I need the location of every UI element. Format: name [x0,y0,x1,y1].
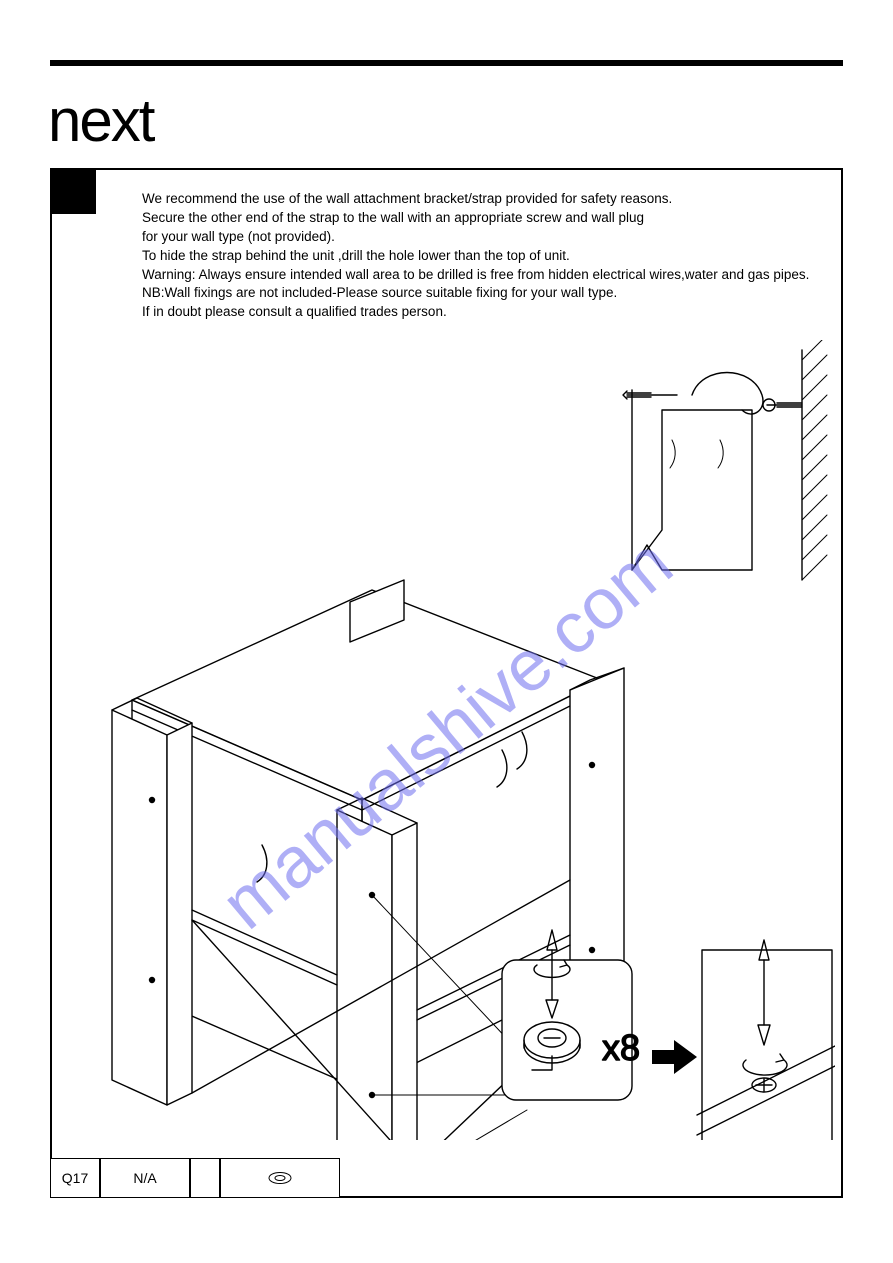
quantity-label: x8 [602,1027,640,1068]
assembly-diagram: x8 [62,340,835,1140]
instruction-line: We recommend the use of the wall attachm… [142,190,811,209]
detail-panel [697,940,835,1140]
instruction-line: NB:Wall fixings are not included-Please … [142,284,811,303]
arrow-icon [652,1040,697,1074]
instruction-line: To hide the strap behind the unit ,drill… [142,247,811,266]
instruction-block: We recommend the use of the wall attachm… [142,190,811,322]
wall-detail [623,340,827,580]
footer-cell-blank [190,1158,220,1198]
step-tab [52,170,96,214]
instruction-line: Warning: Always ensure intended wall are… [142,266,811,285]
instruction-line: for your wall type (not provided). [142,228,811,247]
oval-icon [267,1171,293,1185]
page-frame: We recommend the use of the wall attachm… [50,168,843,1198]
footer-cell-na: N/A [100,1158,190,1198]
footer-row: Q17 N/A [50,1158,843,1198]
footer-cell-code: Q17 [50,1158,100,1198]
instruction-line: Secure the other end of the strap to the… [142,209,811,228]
footer-cell-icon [220,1158,340,1198]
brand-logo: next [48,86,153,155]
diagram-area: manualshive.com [62,340,831,1136]
top-rule [50,60,843,66]
instruction-line: If in doubt please consult a qualified t… [142,303,811,322]
